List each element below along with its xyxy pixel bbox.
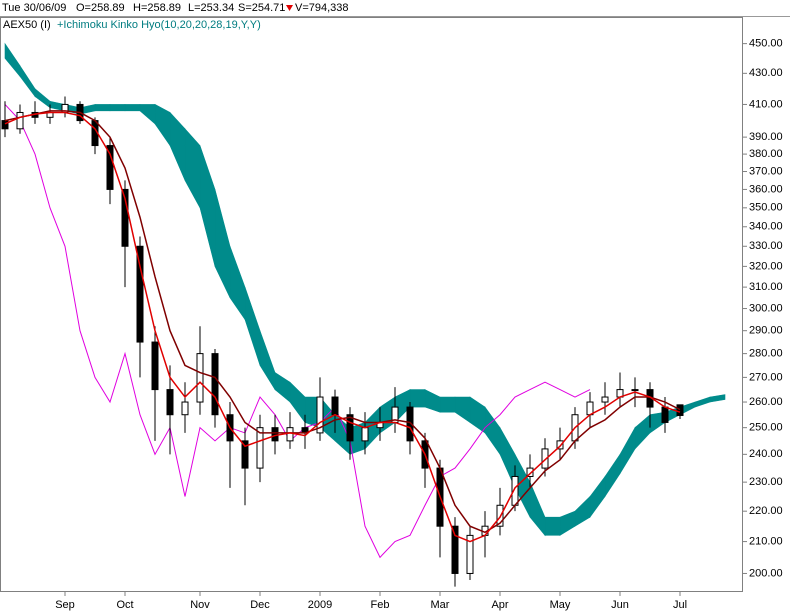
candle-body: [271, 427, 279, 442]
cloud: [409, 389, 426, 408]
y-tick-label: 380.00: [749, 148, 783, 160]
x-tick-label: Jul: [673, 599, 687, 611]
plot-frame: [0, 17, 743, 592]
candle-body: [181, 401, 189, 416]
candle-body: [331, 396, 339, 416]
y-tick-label: 220.00: [749, 505, 783, 517]
header-low: L=253.34: [188, 2, 234, 14]
cloud: [439, 396, 456, 413]
candle-body: [1, 120, 9, 130]
cloud: [109, 104, 126, 112]
x-tick-label: Sep: [55, 599, 75, 611]
candle-body: [361, 427, 369, 442]
cloud: [94, 104, 111, 112]
candle-body: [196, 353, 204, 403]
y-tick-label: 300.00: [749, 302, 783, 314]
cloud: [709, 394, 726, 403]
x-tick-label: Feb: [371, 599, 390, 611]
candle-body: [151, 341, 159, 391]
header-date: Tue 30/06/09: [2, 2, 66, 14]
down-arrow: [286, 5, 293, 11]
candle-body: [526, 467, 534, 477]
y-tick-label: 320.00: [749, 260, 783, 272]
header-volume: V=794,338: [295, 2, 349, 14]
y-tick-label: 350.00: [749, 202, 783, 214]
y-tick-label: 330.00: [749, 240, 783, 252]
candle-body: [241, 440, 249, 469]
candle-body: [556, 440, 564, 450]
candle-body: [136, 245, 144, 343]
candle-body: [316, 396, 324, 434]
candle-body: [661, 406, 669, 423]
y-tick-label: 240.00: [749, 448, 783, 460]
x-tick-label: Oct: [116, 599, 133, 611]
header-high: H=258.89: [133, 2, 181, 14]
x-tick-label: Dec: [250, 599, 270, 611]
cloud: [124, 104, 141, 112]
y-tick-label: 270.00: [749, 371, 783, 383]
candle-body: [121, 188, 129, 247]
instrument-label: AEX50 (I): [3, 19, 51, 31]
y-tick-label: 390.00: [749, 131, 783, 143]
y-tick-label: 250.00: [749, 422, 783, 434]
y-tick-label: 360.00: [749, 183, 783, 195]
cloud: [544, 516, 561, 536]
candle-body: [16, 111, 24, 130]
y-tick-label: 410.00: [749, 98, 783, 110]
candle-body: [256, 427, 264, 469]
candle-body: [601, 396, 609, 403]
ma-fast-line: [4, 111, 681, 543]
y-tick-label: 200.00: [749, 567, 783, 579]
y-tick-label: 370.00: [749, 165, 783, 177]
candle-body: [166, 389, 174, 416]
y-tick-label: 230.00: [749, 476, 783, 488]
indicator-label: +Ichimoku Kinko Hyo(10,20,20,28,19,Y,Y): [57, 19, 261, 31]
y-tick-label: 450.00: [749, 38, 783, 50]
x-tick-label: Mar: [431, 599, 450, 611]
y-tick-label: 430.00: [749, 67, 783, 79]
x-tick-label: May: [550, 599, 571, 611]
x-tick-label: 2009: [308, 599, 332, 611]
candle-body: [541, 448, 549, 469]
candle-body: [451, 525, 459, 574]
y-tick-label: 290.00: [749, 325, 783, 337]
y-tick-label: 310.00: [749, 281, 783, 293]
candle-body: [466, 534, 474, 574]
candle-body: [286, 427, 294, 442]
candle-body: [676, 404, 684, 416]
candle-body: [346, 414, 354, 442]
x-tick-label: Apr: [491, 599, 508, 611]
y-tick-label: 280.00: [749, 348, 783, 360]
y-tick-label: 340.00: [749, 221, 783, 233]
candle-body: [406, 406, 414, 442]
y-tick-label: 210.00: [749, 535, 783, 547]
candle-body: [631, 389, 639, 392]
header-open: O=258.89: [76, 2, 125, 14]
candle-body: [106, 145, 114, 190]
header-close: S=254.71: [238, 2, 285, 14]
x-tick-label: Jun: [611, 599, 629, 611]
x-tick-label: Nov: [190, 599, 210, 611]
candle-body: [211, 353, 219, 416]
y-tick-label: 260.00: [749, 396, 783, 408]
